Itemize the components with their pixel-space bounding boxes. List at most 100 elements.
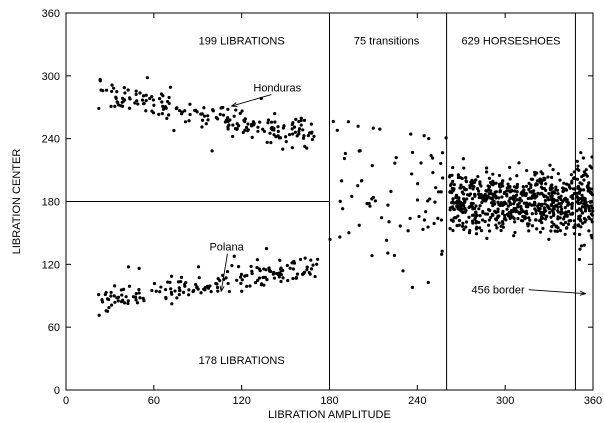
data-point: [526, 205, 530, 209]
data-point: [541, 226, 545, 231]
data-point: [441, 176, 445, 180]
data-point: [124, 295, 128, 299]
data-point: [457, 196, 461, 200]
data-point: [464, 187, 468, 192]
data-point: [279, 279, 283, 284]
data-point: [272, 276, 277, 280]
data-point: [480, 200, 484, 205]
data-point: [291, 267, 295, 271]
data-point: [290, 127, 294, 131]
data-point: [462, 197, 466, 201]
data-point: [575, 194, 579, 199]
data-point: [200, 125, 204, 129]
data-point: [298, 257, 303, 262]
data-point: [474, 204, 478, 208]
data-point: [276, 129, 280, 134]
data-point: [115, 90, 119, 94]
region-label: 629 HORSESHOES: [461, 35, 560, 47]
data-point: [256, 278, 260, 282]
data-point: [478, 226, 482, 230]
data-point: [148, 96, 152, 101]
data-point: [521, 219, 525, 223]
data-point: [288, 266, 292, 270]
data-point: [473, 217, 477, 221]
data-point: [113, 284, 117, 288]
data-point: [581, 156, 585, 160]
data-point: [559, 201, 564, 205]
data-point: [305, 265, 309, 269]
data-point: [458, 176, 462, 180]
data-point: [417, 214, 421, 219]
data-point: [457, 223, 461, 227]
data-point: [168, 280, 172, 284]
data-point: [178, 288, 182, 293]
data-point: [550, 224, 554, 229]
data-point: [494, 217, 498, 221]
data-point: [368, 204, 372, 208]
data-point: [465, 197, 469, 201]
arrow-head: [219, 285, 225, 292]
data-point: [122, 301, 127, 305]
data-point: [258, 120, 262, 124]
data-point: [506, 204, 510, 208]
data-point: [579, 219, 583, 223]
data-point: [133, 101, 137, 105]
data-point: [587, 188, 591, 192]
data-point: [273, 120, 277, 124]
data-point: [194, 108, 198, 112]
data-point: [134, 89, 138, 93]
data-point: [281, 147, 285, 151]
data-point: [356, 124, 360, 128]
data-point: [97, 106, 101, 111]
data-point: [169, 274, 174, 278]
data-point: [579, 201, 583, 205]
data-point: [370, 164, 374, 168]
data-point: [498, 184, 503, 189]
data-point: [287, 132, 292, 137]
data-point: [204, 122, 208, 126]
data-point: [468, 186, 472, 190]
data-point: [266, 121, 270, 125]
data-point: [114, 95, 118, 99]
data-point: [253, 281, 258, 285]
data-point: [515, 174, 519, 178]
data-point: [474, 232, 479, 236]
data-point: [126, 301, 130, 306]
data-point: [316, 257, 320, 261]
data-point: [157, 97, 162, 101]
data-point: [478, 214, 482, 218]
data-point: [470, 219, 475, 223]
data-point: [122, 287, 126, 291]
data-point: [343, 151, 347, 156]
data-point: [562, 181, 566, 185]
data-point: [246, 129, 250, 133]
data-point: [164, 297, 168, 301]
data-point: [112, 294, 116, 298]
data-point: [572, 219, 577, 223]
data-point: [497, 173, 502, 178]
data-point: [462, 203, 466, 208]
data-point: [508, 177, 512, 181]
data-point: [501, 222, 505, 226]
data-point: [502, 217, 507, 221]
data-point: [269, 140, 273, 145]
data-point: [536, 191, 540, 195]
data-point: [230, 264, 234, 268]
data-point: [564, 188, 569, 192]
data-point: [505, 186, 509, 190]
data-point: [293, 130, 297, 134]
data-point: [227, 123, 231, 127]
data-point: [512, 234, 516, 238]
data-point: [545, 214, 549, 218]
data-point: [241, 130, 245, 135]
data-point: [562, 187, 566, 191]
data-point: [257, 276, 262, 280]
data-point: [474, 221, 478, 225]
data-point: [551, 168, 555, 172]
data-point: [505, 212, 510, 216]
data-point: [467, 215, 471, 219]
data-point: [264, 247, 269, 251]
data-point: [416, 182, 420, 186]
data-point: [306, 134, 310, 138]
data-point: [579, 151, 583, 155]
